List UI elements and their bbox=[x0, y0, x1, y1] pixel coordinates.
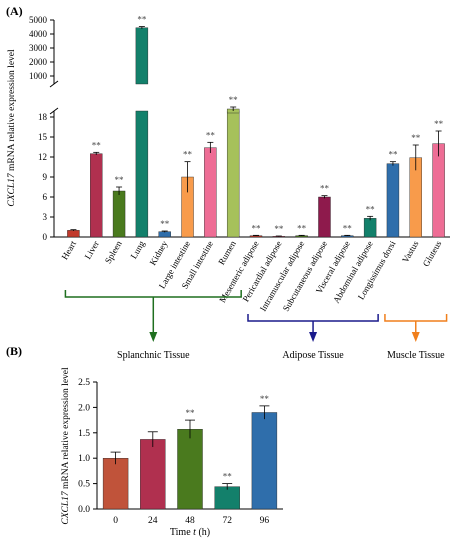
category-label: 48 bbox=[185, 516, 195, 526]
bar bbox=[318, 196, 331, 238]
category-label: 72 bbox=[222, 516, 232, 526]
y-tick-label: 0.0 bbox=[78, 505, 90, 515]
significance-mark: ** bbox=[160, 219, 170, 229]
bar bbox=[140, 439, 166, 510]
y-tick-label: 2.0 bbox=[78, 403, 90, 413]
y-tick-label: 2000 bbox=[29, 57, 48, 67]
y-tick-label: 2.5 bbox=[78, 378, 90, 388]
group-arrow-head bbox=[149, 332, 158, 342]
chart-a: 0 3 6 9 12 15 18 1000 2000 3000 4000 5000 CXCL17 mRN… bbox=[7, 15, 450, 313]
group-arrow-head bbox=[411, 332, 420, 342]
category-label: Spleen bbox=[103, 239, 124, 266]
panel-a-label: (A) bbox=[6, 4, 23, 18]
significance-mark: ** bbox=[223, 472, 233, 482]
tissue-groups: Splanchnic Tissue Adipose Tissue Muscle Ti… bbox=[64, 290, 448, 361]
bar bbox=[214, 486, 240, 510]
group-bracket bbox=[384, 314, 448, 322]
category-label: Liver bbox=[83, 239, 101, 261]
group-label: Splanchnic Tissue bbox=[117, 350, 190, 361]
bar bbox=[135, 110, 149, 238]
y-tick-label: 9 bbox=[43, 172, 48, 182]
category-label: Rumen bbox=[216, 239, 238, 267]
significance-mark: ** bbox=[186, 408, 196, 418]
y-tick-label: 3000 bbox=[29, 43, 48, 53]
significance-mark: ** bbox=[320, 184, 330, 194]
group-arrow-head bbox=[309, 332, 318, 342]
y-tick-label: 4000 bbox=[29, 29, 48, 39]
y-tick-label: 3 bbox=[43, 212, 48, 222]
category-label: 0 bbox=[113, 516, 118, 526]
bar bbox=[363, 218, 377, 238]
significance-mark: ** bbox=[434, 119, 444, 129]
group-label: Adipose Tissue bbox=[282, 350, 344, 361]
bar bbox=[386, 163, 400, 238]
significance-mark: ** bbox=[297, 223, 307, 233]
significance-mark: ** bbox=[229, 95, 239, 105]
y-tick-label: 18 bbox=[38, 112, 48, 122]
panel-b-label: (B) bbox=[6, 344, 22, 358]
category-label: Gluteus bbox=[421, 239, 444, 269]
chart-b: 0.0 0.5 1.0 1.5 2.0 2.5 CXCL17 mRNA relative e… bbox=[61, 367, 283, 538]
y-tick-label: 6 bbox=[43, 192, 48, 202]
y-tick-label: 1.5 bbox=[78, 429, 90, 439]
y-axis-label: CXCL17 mRNA relative expression level bbox=[7, 49, 17, 207]
significance-mark: ** bbox=[274, 224, 284, 234]
y-tick-label: 1000 bbox=[29, 71, 48, 81]
bar bbox=[226, 110, 240, 238]
bar bbox=[432, 143, 445, 238]
y-tick-label: 12 bbox=[38, 152, 47, 162]
significance-mark: ** bbox=[411, 133, 421, 143]
significance-mark: ** bbox=[260, 394, 270, 404]
bar bbox=[177, 429, 203, 510]
category-label: 96 bbox=[260, 516, 270, 526]
significance-mark: ** bbox=[366, 204, 376, 214]
significance-mark: ** bbox=[92, 140, 102, 150]
group-bracket bbox=[64, 290, 242, 298]
bar bbox=[102, 458, 129, 510]
y-tick-label: 0.5 bbox=[78, 480, 90, 490]
significance-mark: ** bbox=[137, 15, 147, 25]
bar bbox=[158, 231, 171, 238]
axis-break-mark bbox=[49, 107, 59, 115]
group-label: Muscle Tissue bbox=[387, 350, 445, 361]
x-axis-label: Time t (h) bbox=[170, 527, 210, 538]
bar bbox=[112, 190, 126, 238]
significance-mark: ** bbox=[206, 130, 216, 140]
bar bbox=[135, 27, 149, 85]
y-tick-label: 15 bbox=[38, 132, 48, 142]
bar bbox=[251, 412, 278, 510]
y-axis-label: CXCL17 mRNA relative expression level bbox=[61, 367, 71, 525]
group-bracket bbox=[247, 314, 379, 322]
significance-mark: ** bbox=[252, 223, 262, 233]
bar bbox=[67, 230, 80, 238]
category-label: Lung bbox=[128, 239, 146, 261]
category-label: Kidney bbox=[148, 239, 170, 267]
bar bbox=[90, 153, 103, 238]
bar bbox=[204, 147, 217, 238]
significance-mark: ** bbox=[183, 150, 193, 160]
category-label: Heart bbox=[59, 239, 78, 262]
y-tick-label: 1.0 bbox=[78, 454, 90, 464]
significance-mark: ** bbox=[343, 223, 353, 233]
y-tick-label: 0 bbox=[43, 232, 48, 242]
category-label: Vastus bbox=[400, 239, 421, 265]
y-tick-label: 5000 bbox=[29, 15, 48, 25]
significance-mark: ** bbox=[115, 175, 125, 185]
significance-mark: ** bbox=[388, 150, 398, 160]
axis-break-mark bbox=[49, 80, 59, 88]
category-label: 24 bbox=[148, 516, 158, 526]
